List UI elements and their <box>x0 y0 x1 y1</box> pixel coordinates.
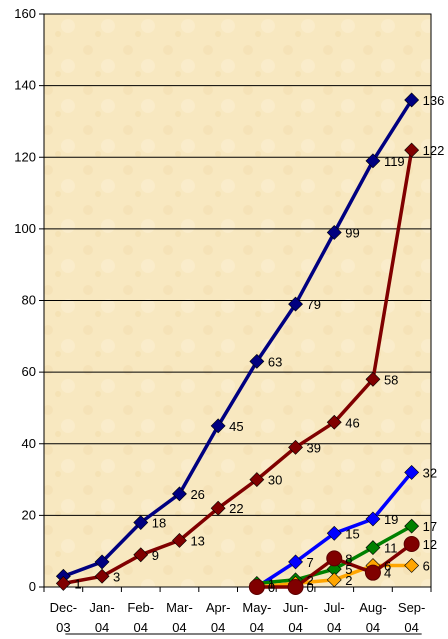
data-point <box>404 518 420 534</box>
y-tick-label: 120 <box>14 149 36 164</box>
y-axis: 0 20 40 60 80 100 120 140 160 <box>14 6 44 594</box>
data-label: 6 <box>423 559 430 574</box>
series-line <box>62 98 414 578</box>
data-point <box>133 515 149 530</box>
x-tick-label: Jul-04 <box>324 600 345 635</box>
data-label: 136 <box>423 93 445 108</box>
data-point <box>365 153 381 169</box>
data-point <box>288 439 303 455</box>
data-label: 11 <box>384 541 398 556</box>
data-label: 0 <box>307 580 314 595</box>
data-point <box>210 418 226 434</box>
data-point <box>326 225 342 240</box>
data-point <box>94 568 110 584</box>
data-label: 63 <box>268 354 282 369</box>
data-point <box>55 575 71 591</box>
data-label: 5 <box>345 562 352 577</box>
data-point <box>326 572 342 588</box>
data-point <box>172 533 187 548</box>
data-label: 9 <box>152 548 159 563</box>
y-tick-label: 100 <box>14 221 36 236</box>
data-point <box>249 472 265 487</box>
data-point <box>326 414 342 430</box>
series-2 <box>55 142 420 591</box>
x-tick-label: Mar-04 <box>166 600 193 635</box>
data-point <box>210 500 226 516</box>
y-tick-label: 0 <box>29 579 36 594</box>
data-point <box>288 296 303 312</box>
data-label: 2 <box>345 573 352 588</box>
data-point <box>404 92 420 108</box>
data-label: 3 <box>113 569 120 584</box>
data-label: 0 <box>268 580 275 595</box>
data-label: 79 <box>307 297 321 312</box>
data-label: 99 <box>345 225 359 240</box>
data-point <box>288 554 303 570</box>
series-group <box>55 92 420 595</box>
data-label: 8 <box>345 551 352 566</box>
data-label: 119 <box>384 154 405 169</box>
x-tick-label: Dec-03 <box>50 600 77 635</box>
data-point <box>404 558 420 573</box>
x-tick-label: Feb-04 <box>127 600 154 635</box>
data-label: 18 <box>152 516 166 531</box>
data-label: 7 <box>307 555 314 570</box>
data-label: 45 <box>229 419 243 434</box>
x-tick-label: Apr-04 <box>206 600 231 635</box>
y-tick-label: 140 <box>14 78 36 93</box>
data-point <box>404 464 420 480</box>
y-tick-label: 160 <box>14 6 36 21</box>
data-point <box>326 525 342 541</box>
data-point <box>365 511 381 527</box>
data-label: 6 <box>384 559 391 574</box>
data-point <box>249 353 265 369</box>
series-6 <box>248 536 420 595</box>
data-point <box>172 486 187 502</box>
data-label: 58 <box>384 372 398 387</box>
data-label: 17 <box>423 519 437 534</box>
data-label: 2 <box>307 573 314 588</box>
data-label: 15 <box>345 526 359 541</box>
data-point <box>404 142 420 158</box>
data-label: 26 <box>190 487 204 502</box>
x-tick-label: Jan-04 <box>89 600 114 635</box>
data-point <box>133 547 149 563</box>
data-label: 46 <box>345 415 359 430</box>
gridlines <box>44 13 431 516</box>
data-label: 12 <box>423 537 437 552</box>
data-label: 30 <box>268 473 282 488</box>
y-tick-label: 60 <box>22 364 36 379</box>
x-axis: Dec-03 Jan-04 Feb-04 Mar-04 Apr-04 May-04 Jun-… <box>43 586 432 635</box>
data-label: 13 <box>190 533 204 548</box>
data-label: 122 <box>423 143 445 158</box>
data-point <box>365 371 381 387</box>
y-tick-label: 20 <box>22 507 36 522</box>
data-label: 1 <box>268 576 275 591</box>
x-tick-label: Jun-04 <box>283 600 308 635</box>
data-point <box>248 579 265 595</box>
data-point <box>326 550 343 567</box>
series-line <box>63 149 414 586</box>
data-point <box>403 536 420 553</box>
x-tick-label: Aug-04 <box>359 600 386 635</box>
data-label: 1 <box>74 576 81 591</box>
data-label: 22 <box>229 501 243 516</box>
data-point <box>364 564 381 581</box>
x-tick-label: Sep-04 <box>398 600 425 635</box>
y-tick-label: 40 <box>22 436 36 451</box>
data-label: 19 <box>384 512 398 527</box>
data-label: 32 <box>423 465 437 480</box>
x-tick-label: May-04 <box>242 600 271 635</box>
y-tick-label: 80 <box>22 293 36 308</box>
data-point <box>365 540 381 556</box>
data-point <box>287 579 304 595</box>
data-label: 39 <box>307 440 321 455</box>
data-label: 4 <box>384 566 391 581</box>
